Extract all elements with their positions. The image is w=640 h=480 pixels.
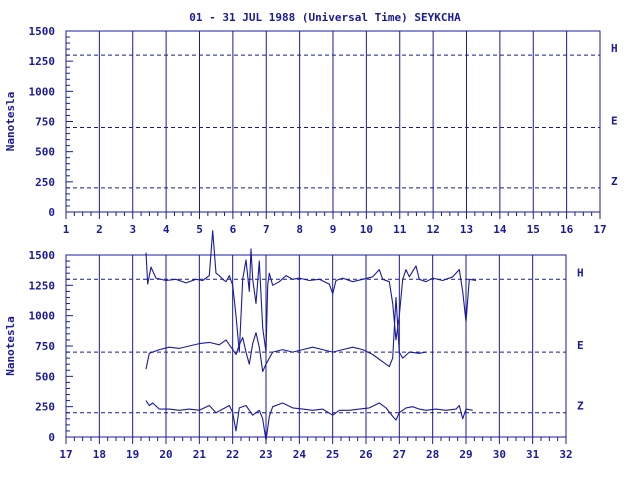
y-tick-label: 750 [35,116,55,129]
y-tick-label: 1500 [29,25,56,38]
x-tick-label: 15 [527,223,540,236]
trace-h [145,230,477,353]
x-tick-label: 10 [360,223,373,236]
x-tick-label: 14 [493,223,507,236]
x-tick-label: 25 [326,448,339,461]
x-tick-label: 27 [393,448,406,461]
x-tick-label: 6 [230,223,237,236]
y-tick-label: 250 [35,176,55,189]
x-tick-label: 5 [196,223,203,236]
component-label-e: E [577,339,584,352]
x-tick-label: 17 [593,223,606,236]
x-tick-label: 3 [129,223,136,236]
y-tick-label: 0 [48,431,55,444]
y-tick-label: 0 [48,206,55,219]
x-tick-label: 1 [63,223,70,236]
x-tick-label: 21 [193,448,207,461]
y-tick-label: 250 [35,401,55,414]
x-tick-label: 22 [226,448,239,461]
x-tick-label: 9 [330,223,337,236]
x-tick-label: 17 [59,448,72,461]
x-tick-label: 24 [293,448,307,461]
y-tick-label: 1000 [29,85,56,98]
y-tick-label: 1250 [29,55,56,68]
trace-z [145,400,473,442]
x-tick-label: 30 [493,448,506,461]
x-tick-label: 20 [159,448,172,461]
x-tick-label: 4 [163,223,170,236]
x-tick-label: 19 [126,448,139,461]
component-label-h: H [611,42,618,55]
component-label-z: Z [577,400,584,413]
component-label-h: H [577,266,584,279]
chart-title: 01 - 31 JUL 1988 (Universal Time) SEYKCH… [189,11,461,24]
y-tick-label: 500 [35,370,55,383]
y-tick-label: 750 [35,340,55,353]
lower-panel: 0 250 500 750 1000 1250 1500 17 18 19 20 21 22 23 24 25… [4,230,584,461]
y-tick-label: 1500 [29,249,56,262]
x-tick-label: 29 [459,448,472,461]
x-tick-label: 16 [560,223,574,236]
x-tick-label: 8 [296,223,303,236]
y-axis-label: Nanotesla [4,92,17,152]
y-axis-label: Nanotesla [4,316,17,376]
component-label-e: E [611,115,618,128]
x-tick-label: 32 [559,448,572,461]
component-label-z: Z [611,175,618,188]
x-tick-label: 7 [263,223,270,236]
x-tick-label: 31 [526,448,540,461]
x-tick-label: 28 [426,448,439,461]
x-tick-label: 2 [96,223,103,236]
y-tick-label: 500 [35,146,55,159]
trace-e [145,296,427,373]
x-tick-label: 18 [93,448,106,461]
x-tick-label: 23 [259,448,272,461]
x-tick-label: 26 [359,448,373,461]
y-tick-label: 1250 [29,279,56,292]
x-tick-label: 13 [460,223,473,236]
x-tick-label: 11 [393,223,407,236]
x-tick-label: 12 [427,223,440,236]
y-tick-label: 1000 [29,310,56,323]
